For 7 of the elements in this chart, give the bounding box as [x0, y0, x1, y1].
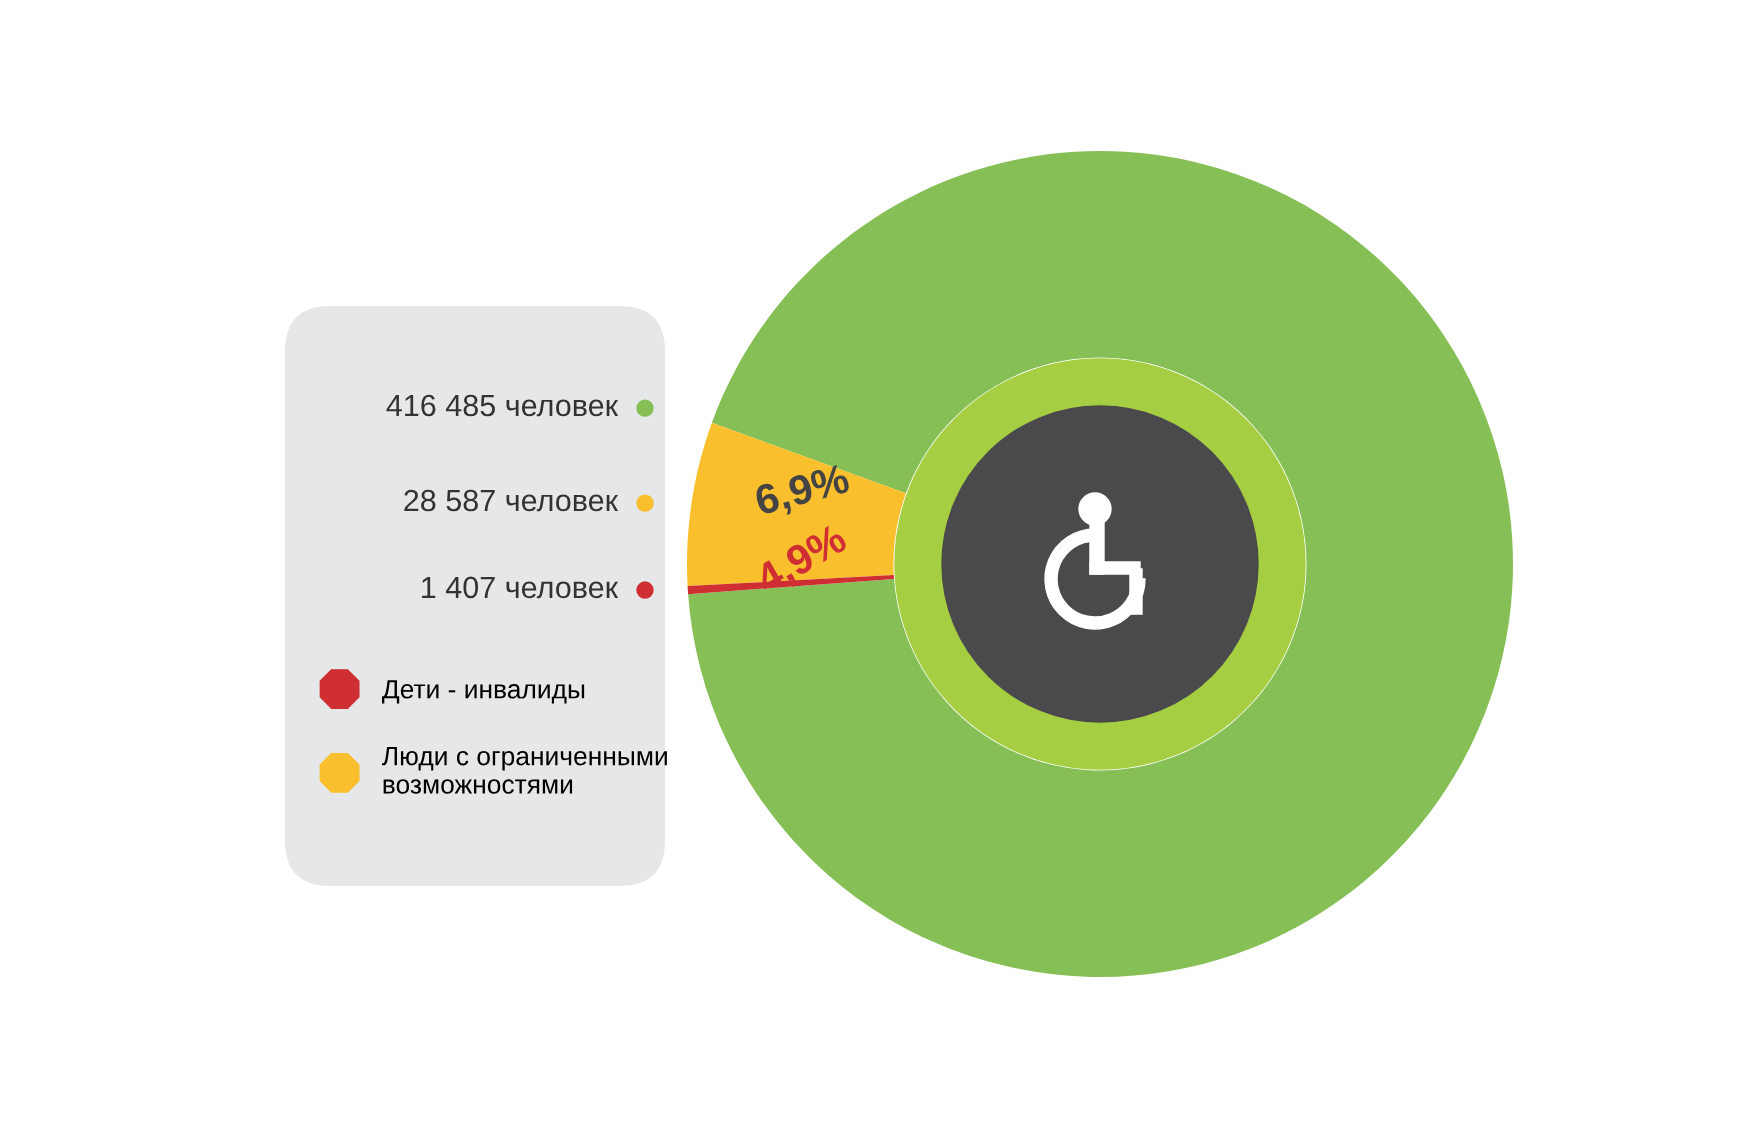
data-label: 416 485 человек [386, 394, 619, 417]
data-label: 28 587 человек [404, 489, 619, 512]
text: 6,9% [753, 463, 853, 522]
legend-label: Дети - инвалиды [382, 680, 585, 704]
legend-label: Люди с ограниченными возможностями [382, 746, 667, 794]
data-label: 1 407 человек [422, 576, 619, 599]
donut-slice [688, 151, 1513, 977]
